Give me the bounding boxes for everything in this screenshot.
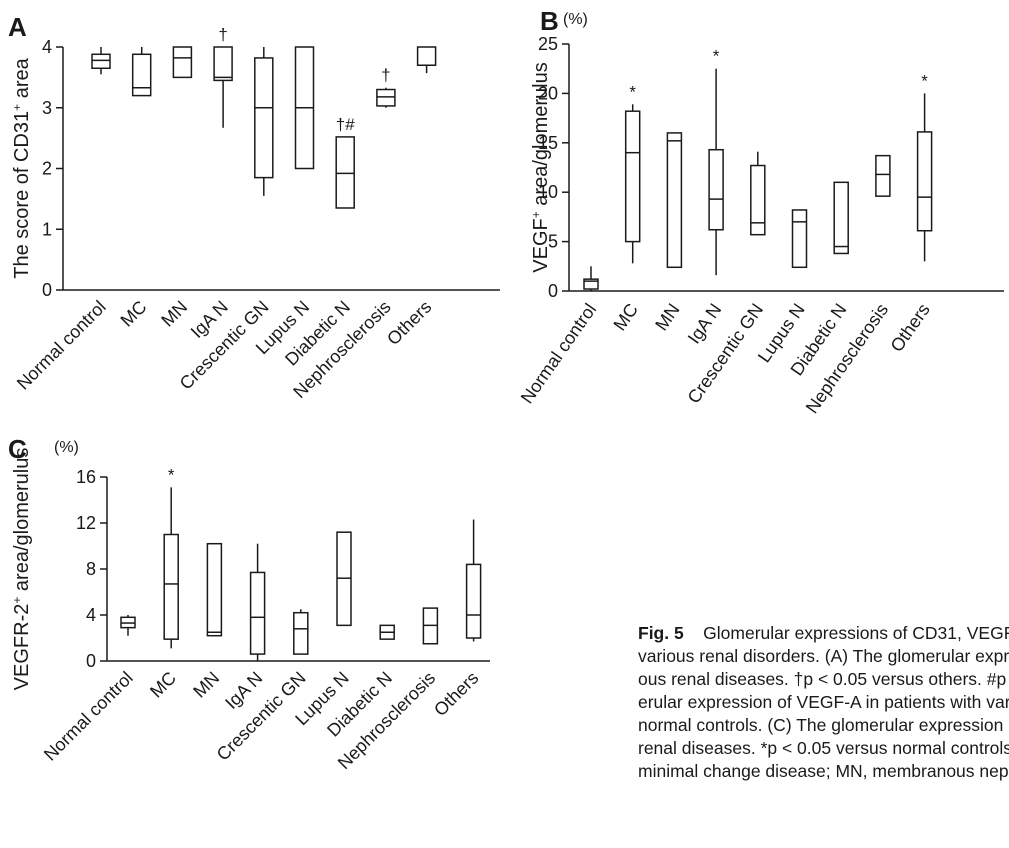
box — [172, 46, 193, 79]
box — [131, 53, 152, 97]
box — [206, 542, 223, 637]
y-tick-label: 4 — [42, 37, 52, 57]
x-category-label: MN — [157, 297, 191, 331]
caption-fig-label: Fig. 5 — [638, 623, 684, 643]
significance-mark: * — [713, 47, 720, 66]
y-tick-label: 3 — [42, 98, 52, 118]
significance-mark: † — [381, 66, 390, 85]
box — [791, 209, 808, 269]
box — [293, 611, 309, 655]
y-tick-label: 15 — [538, 133, 558, 153]
x-category-label: MC — [117, 297, 151, 331]
x-category-label: IgA N — [684, 300, 726, 348]
y-tick-label: 20 — [538, 83, 558, 103]
box — [624, 110, 641, 243]
x-category-label: Normal control — [13, 297, 110, 394]
y-tick-label: 25 — [538, 34, 558, 54]
x-category-label: MN — [189, 668, 223, 702]
panel-a-boxplot: A 0 1 2 3 4 The score of CD31+ area Normal con… — [8, 12, 500, 402]
y-tick-label: 12 — [76, 513, 96, 533]
panel-c-boxplot: C 0 4 8 12 16 (%) VEGFR-2+ area/glomerulus Norm… — [8, 434, 490, 773]
box — [254, 57, 274, 179]
panel-c-y-axis-label: VEGFR-2+ area/glomerulus — [10, 448, 33, 691]
caption-line: Glomerular expressions of CD31, VEGF-A — [703, 623, 1009, 643]
box — [249, 571, 266, 655]
box — [583, 278, 599, 290]
panel-b-y-axis-label: VEGF+ area/glomerulus — [529, 62, 552, 272]
panel-b-boxplot: B 0 5 10 15 20 25 (%) VEGF+ area/glomerulus Norm… — [519, 6, 1004, 415]
x-category-label: Others — [430, 668, 482, 720]
significance-mark: * — [629, 82, 636, 101]
y-tick-label: 4 — [86, 605, 96, 625]
box — [875, 154, 891, 197]
box — [750, 164, 766, 236]
y-tick-label: 16 — [76, 467, 96, 487]
y-tick-label: 1 — [42, 219, 52, 239]
x-category-label: Others — [887, 300, 934, 356]
significance-mark: * — [921, 71, 928, 90]
box — [213, 46, 233, 82]
y-tick-label: 8 — [86, 559, 96, 579]
box — [376, 88, 396, 107]
caption-line: minimal change disease; MN, membranous n… — [638, 761, 1009, 781]
box — [708, 148, 724, 231]
y-tick-label: 0 — [548, 281, 558, 301]
panel-c-label: C — [8, 434, 27, 464]
panel-a-y-axis-label: The score of CD31+ area — [10, 57, 33, 278]
y-tick-label: 0 — [42, 280, 52, 300]
caption-line: ous renal diseases. †p < 0.05 versus oth… — [638, 669, 1009, 689]
caption-line: normal controls. (C) The glomerular expr… — [638, 715, 1009, 735]
box — [416, 46, 437, 66]
box — [833, 181, 849, 255]
x-category-label: MC — [610, 300, 642, 334]
x-category-label: Normal control — [40, 668, 137, 765]
y-tick-label: 10 — [538, 182, 558, 202]
panel-b-label: B — [540, 6, 559, 36]
panel-a-label: A — [8, 12, 27, 42]
x-category-label: Others — [383, 297, 435, 349]
box — [163, 533, 179, 640]
panel-c-unit: (%) — [54, 439, 79, 456]
y-tick-label: 2 — [42, 159, 52, 179]
caption-line: erular expression of VEGF-A in patients … — [638, 692, 1009, 712]
figure-caption: Fig. 5 Glomerular expressions of CD31, V… — [638, 622, 1009, 822]
panel-b-unit: (%) — [563, 11, 588, 28]
significance-mark: * — [168, 465, 175, 484]
y-tick-label: 5 — [548, 232, 558, 252]
significance-mark: †# — [336, 115, 355, 134]
box — [916, 131, 933, 232]
box — [666, 132, 683, 269]
x-category-label: Normal control — [519, 300, 600, 407]
box — [465, 563, 482, 639]
caption-line: various renal disorders. (A) The glomeru… — [638, 646, 1009, 666]
box — [335, 136, 355, 209]
y-tick-label: 0 — [86, 651, 96, 671]
x-category-label: MC — [146, 668, 180, 702]
caption-line: renal diseases. *p < 0.05 versus normal … — [638, 738, 1009, 758]
significance-mark: † — [218, 25, 227, 44]
x-category-label: MN — [651, 300, 683, 334]
box — [91, 53, 111, 70]
